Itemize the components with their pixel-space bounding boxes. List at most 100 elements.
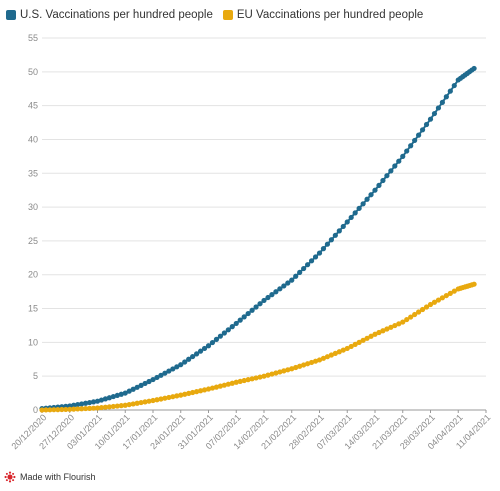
data-point — [400, 319, 406, 325]
data-point — [412, 311, 418, 318]
data-point — [419, 127, 426, 133]
data-point — [376, 329, 382, 336]
data-point — [344, 345, 350, 352]
data-point — [253, 304, 259, 310]
data-point — [197, 388, 204, 394]
data-point — [47, 407, 53, 413]
data-point — [122, 390, 128, 396]
legend-swatch-us — [6, 10, 16, 20]
data-point — [194, 389, 200, 395]
data-point — [245, 377, 251, 383]
data-point — [277, 286, 283, 292]
data-point — [241, 314, 247, 320]
data-point — [388, 168, 394, 174]
data-point — [392, 322, 398, 329]
data-point — [404, 148, 410, 154]
data-point — [368, 333, 374, 339]
data-point — [305, 262, 311, 268]
data-point — [435, 297, 442, 303]
data-point — [368, 192, 374, 198]
data-point — [158, 396, 164, 402]
data-point — [122, 402, 128, 408]
data-point — [249, 307, 255, 313]
data-point — [320, 355, 327, 361]
data-point — [293, 273, 299, 279]
data-point — [443, 292, 449, 299]
data-point — [186, 356, 192, 362]
y-tick-label: 50 — [28, 67, 38, 77]
data-point — [130, 401, 136, 407]
data-point — [332, 350, 338, 356]
data-point — [63, 406, 69, 413]
legend-item-eu[interactable]: EU Vaccinations per hundred people — [222, 9, 423, 21]
flourish-icon — [4, 471, 16, 483]
data-point — [372, 187, 378, 193]
data-point — [182, 359, 188, 365]
data-point — [392, 163, 398, 169]
data-point — [130, 386, 136, 392]
data-point — [328, 237, 334, 243]
data-point — [443, 94, 449, 100]
data-point — [118, 391, 124, 397]
data-point — [221, 330, 227, 336]
data-point — [308, 258, 315, 264]
data-point — [134, 400, 140, 406]
data-point — [289, 277, 295, 283]
data-point — [380, 328, 386, 334]
y-tick-label: 55 — [28, 33, 38, 43]
data-point — [201, 387, 208, 393]
data-point — [166, 368, 172, 374]
series-us — [39, 65, 477, 412]
made-with-flourish[interactable]: Made with Flourish — [4, 471, 96, 483]
data-point — [408, 314, 414, 320]
footer-label: Made with Flourish — [20, 472, 96, 482]
data-point — [106, 404, 112, 410]
data-point — [316, 250, 323, 256]
data-point — [174, 364, 180, 370]
data-point — [134, 384, 140, 390]
data-point — [352, 341, 358, 347]
data-point — [408, 143, 414, 149]
data-point — [225, 327, 231, 333]
data-point — [158, 372, 164, 378]
data-point — [229, 380, 235, 386]
data-point — [138, 382, 144, 388]
data-point — [194, 351, 200, 357]
data-point — [285, 367, 291, 373]
legend-item-us[interactable]: U.S. Vaccinations per hundred people — [6, 9, 213, 21]
data-point — [285, 280, 291, 286]
data-point — [217, 333, 223, 339]
data-point — [404, 316, 410, 323]
data-point — [67, 406, 73, 412]
data-point — [75, 406, 81, 412]
data-point — [142, 380, 148, 387]
data-point — [237, 378, 243, 384]
data-point — [384, 326, 390, 332]
data-point — [217, 383, 223, 389]
data-point — [174, 393, 180, 399]
data-point — [328, 352, 334, 358]
data-point — [384, 173, 390, 179]
data-point — [146, 398, 152, 404]
data-point — [376, 182, 382, 188]
data-point — [154, 374, 160, 381]
data-point — [249, 376, 255, 382]
data-point — [170, 394, 176, 400]
data-point — [75, 401, 81, 408]
data-point — [186, 390, 192, 396]
data-point — [301, 362, 307, 368]
data-point — [312, 358, 319, 364]
data-point — [451, 82, 457, 89]
data-point — [98, 397, 105, 403]
data-point — [332, 232, 338, 238]
y-tick-label: 20 — [28, 270, 38, 280]
data-point — [281, 283, 287, 289]
data-point — [431, 110, 438, 117]
data-point — [364, 335, 370, 341]
data-point — [241, 377, 247, 384]
data-point — [356, 339, 362, 345]
data-point — [59, 406, 65, 413]
data-point — [396, 321, 402, 327]
data-point — [308, 359, 315, 366]
